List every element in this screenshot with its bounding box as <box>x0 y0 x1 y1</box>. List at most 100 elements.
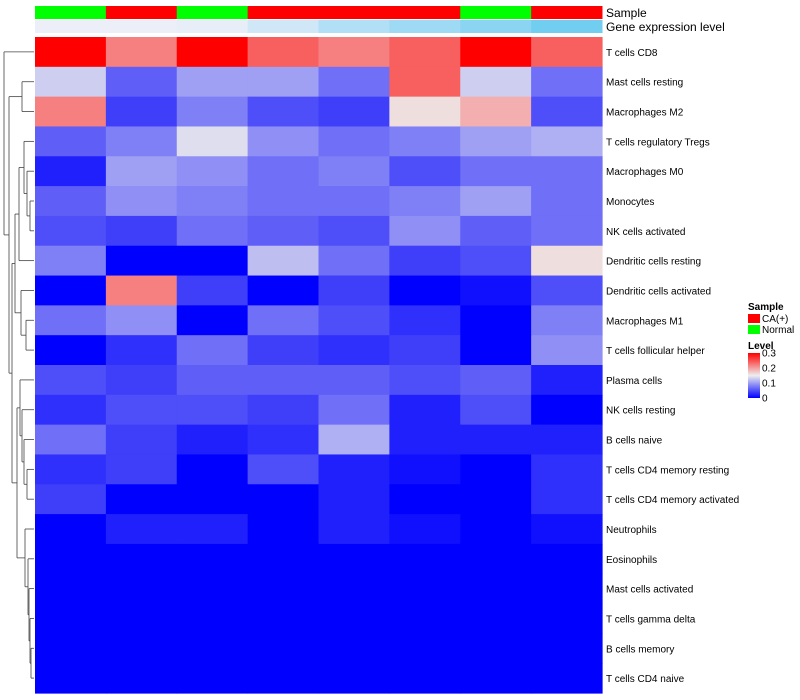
heatmap-cell <box>105 365 178 396</box>
heatmap-cell <box>318 126 390 157</box>
legend-level-tick: 0 <box>762 394 768 405</box>
heatmap-cell <box>531 186 603 217</box>
heatmap-cell <box>247 126 320 157</box>
heatmap-cell <box>460 633 532 664</box>
annotation-label-sample: Sample <box>606 6 647 20</box>
heatmap-cell <box>318 424 390 456</box>
heatmap-cell <box>176 454 249 485</box>
heatmap-cell <box>35 573 107 605</box>
row-label: Plasma cells <box>606 376 662 387</box>
heatmap-cell <box>318 66 390 98</box>
heatmap-cell <box>35 365 107 396</box>
heatmap-cell <box>247 454 320 485</box>
heatmap-cell <box>176 484 249 515</box>
heatmap-cell <box>176 37 249 68</box>
heatmap-cell <box>318 215 390 247</box>
heatmap-cell <box>389 96 461 128</box>
heatmap-cell <box>35 663 107 694</box>
heatmap-cell <box>460 156 532 187</box>
heatmap-cell <box>389 126 461 157</box>
row-label: Mast cells resting <box>606 78 683 89</box>
heatmap-cell <box>105 335 178 366</box>
heatmap-cell <box>35 96 107 128</box>
heatmap-cell <box>105 37 178 68</box>
heatmap-cell <box>318 603 390 634</box>
column-annotations <box>35 6 603 33</box>
heatmap-cell <box>389 305 461 336</box>
heatmap-cell <box>460 186 532 217</box>
annotation-label-expression: Gene expression level <box>606 20 725 34</box>
heatmap-cell <box>247 245 320 277</box>
heatmap-cell <box>389 37 461 68</box>
row-label: Mast cells activated <box>606 585 693 596</box>
heatmap-cell <box>35 126 107 157</box>
sample-annotation-cell <box>176 6 249 19</box>
heatmap-cell <box>531 37 603 68</box>
heatmap-cell <box>318 186 390 217</box>
heatmap-cell <box>35 275 107 306</box>
row-label: T cells regulatory Tregs <box>606 137 710 148</box>
heatmap-cell <box>176 126 249 157</box>
heatmap-cell <box>247 37 320 68</box>
heatmap-cell <box>460 514 532 545</box>
heatmap-cell <box>247 603 320 634</box>
row-label: T cells CD8 <box>606 48 658 59</box>
heatmap-cell <box>389 454 461 485</box>
heatmap-cell <box>531 424 603 456</box>
heatmap-cell <box>105 186 178 217</box>
heatmap-cell <box>247 424 320 456</box>
row-label: Monocytes <box>606 197 654 208</box>
heatmap-cell <box>318 573 390 605</box>
sample-annotation-cell <box>247 6 319 19</box>
heatmap-cell <box>105 633 178 664</box>
heatmap-cell <box>531 275 603 306</box>
heatmap-cell <box>531 156 603 187</box>
heatmap-cell <box>531 454 603 485</box>
heatmap-cell <box>176 663 249 694</box>
heatmap-cell <box>318 663 390 694</box>
heatmap-cell <box>105 573 178 605</box>
heatmap-cell <box>105 245 178 277</box>
heatmap-cell <box>247 96 320 128</box>
heatmap-cell <box>35 603 107 634</box>
heatmap-cell <box>35 156 107 187</box>
heatmap-cell <box>531 245 603 277</box>
heatmap-cell <box>389 245 461 277</box>
heatmap-cell <box>318 633 390 664</box>
heatmap-cell <box>176 335 249 366</box>
heatmap-cell <box>318 454 390 485</box>
heatmap-cell <box>531 484 603 515</box>
heatmap-cell <box>460 66 532 98</box>
legend-level-tick: 0.1 <box>762 379 776 390</box>
heatmap-cell <box>460 573 532 605</box>
heatmap-cell <box>247 394 320 426</box>
heatmap-cell <box>176 245 249 277</box>
expression-annotation-cell <box>176 20 249 33</box>
heatmap-cell <box>389 186 461 217</box>
heatmap-cell <box>35 543 107 575</box>
heatmap-cell <box>460 543 532 575</box>
heatmap-cell <box>247 573 320 605</box>
legend-level-colorbar <box>748 353 760 398</box>
heatmap-cell <box>176 514 249 545</box>
heatmap-cell <box>460 454 532 485</box>
expression-annotation-cell <box>531 20 603 33</box>
legend-level-title: Level <box>748 341 774 352</box>
heatmap-cell <box>460 365 532 396</box>
legend-swatch-ca <box>748 314 760 323</box>
heatmap-cell <box>531 394 603 426</box>
heatmap-cell <box>247 633 320 664</box>
heatmap-cell <box>531 573 603 605</box>
heatmap-cell <box>389 365 461 396</box>
heatmap-cell <box>35 305 107 336</box>
heatmap-cell <box>531 215 603 247</box>
heatmap-cell <box>318 96 390 128</box>
heatmap-cell <box>176 186 249 217</box>
heatmap-cell <box>105 424 178 456</box>
row-dendrogram <box>3 51 34 679</box>
heatmap-cell <box>247 66 320 98</box>
sample-annotation-cell <box>105 6 178 19</box>
row-label: Macrophages M2 <box>606 108 684 119</box>
sample-annotation-cell <box>35 6 107 19</box>
heatmap-cell <box>247 663 320 694</box>
